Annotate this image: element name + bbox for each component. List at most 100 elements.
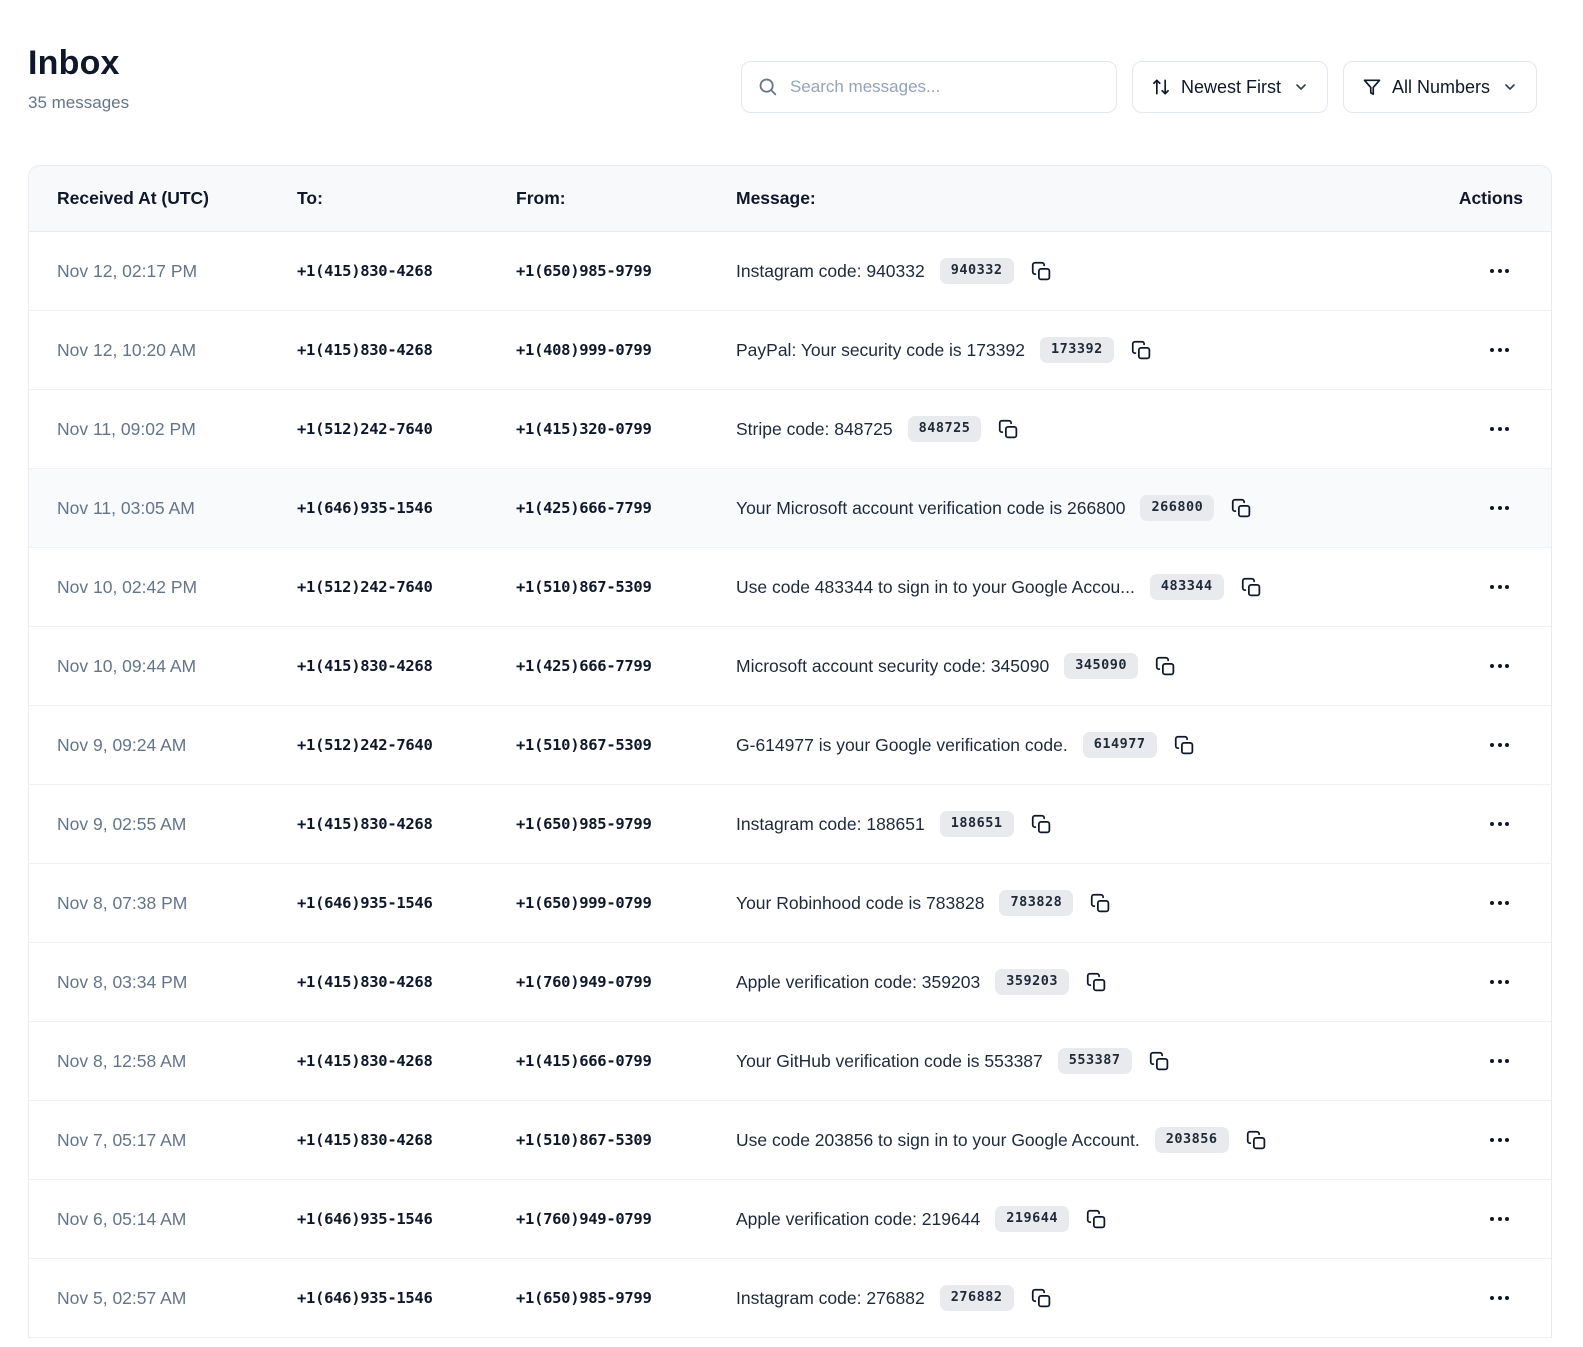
copy-code-button[interactable]: [1239, 575, 1264, 600]
message-count: 35 messages: [28, 93, 130, 112]
row-actions-button[interactable]: [1476, 1128, 1523, 1152]
message-text: Use code 203856 to sign in to your Googl…: [736, 1129, 1140, 1150]
message-cell: Instagram code: 188651 188651: [736, 811, 1443, 837]
copy-code-button[interactable]: [1172, 733, 1197, 758]
row-actions-button[interactable]: [1476, 1049, 1523, 1073]
from-number: +1(650)985-9799: [516, 815, 652, 833]
received-at: Nov 6, 05:14 AM: [57, 1208, 187, 1229]
to-number: +1(512)242-7640: [297, 736, 433, 754]
copy-code-button[interactable]: [1084, 1207, 1109, 1232]
message-cell: Apple verification code: 359203 359203: [736, 969, 1443, 995]
code-badge[interactable]: 553387: [1057, 1048, 1132, 1074]
message-text: PayPal: Your security code is 173392: [736, 339, 1025, 360]
received-at: Nov 8, 12:58 AM: [57, 1050, 187, 1071]
received-at: Nov 9, 02:55 AM: [57, 813, 187, 834]
actions-cell: [1443, 654, 1523, 678]
from-number: +1(510)867-5309: [516, 1131, 652, 1149]
copy-code-button[interactable]: [1244, 1128, 1269, 1153]
message-cell: Use code 483344 to sign in to your Googl…: [736, 574, 1443, 600]
actions-cell: [1443, 259, 1523, 283]
copy-icon: [1031, 261, 1050, 280]
to-number: +1(646)935-1546: [297, 1289, 433, 1307]
copy-code-button[interactable]: [996, 417, 1021, 442]
code-badge[interactable]: 345090: [1064, 653, 1139, 679]
row-actions-button[interactable]: [1476, 654, 1523, 678]
column-header-actions: Actions: [1458, 188, 1523, 208]
received-at: Nov 12, 10:20 AM: [57, 339, 197, 360]
table-row: Nov 5, 02:57 AM +1(646)935-1546 +1(650)9…: [29, 1259, 1551, 1338]
code-badge[interactable]: 848725: [907, 416, 982, 442]
chevron-down-icon: [1505, 84, 1515, 90]
copy-icon: [1174, 735, 1193, 754]
message-text: Instagram code: 276882: [736, 1287, 925, 1308]
message-cell: Use code 203856 to sign in to your Googl…: [736, 1127, 1443, 1153]
actions-cell: [1443, 1207, 1523, 1231]
received-at: Nov 9, 09:24 AM: [57, 734, 187, 755]
toolbar: Newest First All Numbers: [740, 61, 1537, 113]
copy-icon: [1232, 498, 1251, 517]
code-badge[interactable]: 483344: [1149, 574, 1224, 600]
received-at: Nov 11, 09:02 PM: [57, 418, 196, 439]
row-actions-button[interactable]: [1476, 812, 1523, 836]
message-text: Apple verification code: 359203: [736, 971, 981, 992]
copy-code-button[interactable]: [1229, 496, 1254, 521]
code-badge[interactable]: 940332: [939, 258, 1014, 284]
copy-code-button[interactable]: [1129, 338, 1154, 363]
from-number: +1(510)867-5309: [516, 578, 652, 596]
code-badge[interactable]: 614977: [1082, 732, 1157, 758]
copy-code-button[interactable]: [1029, 259, 1054, 284]
table-row: Nov 10, 02:42 PM +1(512)242-7640 +1(510)…: [29, 548, 1551, 627]
code-badge[interactable]: 188651: [939, 811, 1014, 837]
copy-icon: [1086, 972, 1106, 991]
received-at: Nov 5, 02:57 AM: [57, 1287, 187, 1308]
top-bar: Inbox 35 messages Newest First: [0, 0, 1583, 113]
row-actions-button[interactable]: [1476, 891, 1523, 915]
message-text: G-614977 is your Google verification cod…: [736, 734, 1068, 755]
message-text: Apple verification code: 219644: [736, 1208, 981, 1229]
code-badge[interactable]: 173392: [1039, 337, 1114, 363]
copy-code-button[interactable]: [1088, 891, 1113, 916]
code-badge[interactable]: 783828: [999, 890, 1074, 916]
messages-table: Received At (UTC) To: From: Message: Act…: [28, 165, 1552, 1338]
to-number: +1(646)935-1546: [297, 894, 433, 912]
from-number: +1(425)666-7799: [516, 499, 652, 517]
sort-button[interactable]: Newest First: [1131, 61, 1328, 113]
from-number: +1(425)666-7799: [516, 657, 652, 675]
copy-icon: [1091, 893, 1110, 912]
received-at: Nov 12, 02:17 PM: [57, 260, 198, 281]
copy-code-button[interactable]: [1029, 1286, 1054, 1311]
copy-code-button[interactable]: [1153, 654, 1178, 679]
row-actions-button[interactable]: [1476, 496, 1523, 520]
table-header-row: Received At (UTC) To: From: Message: Act…: [29, 166, 1551, 232]
filter-funnel-icon: [1363, 79, 1381, 95]
row-actions-button[interactable]: [1476, 338, 1523, 362]
number-filter-button[interactable]: All Numbers: [1342, 61, 1537, 113]
table-row: Nov 8, 07:38 PM +1(646)935-1546 +1(650)9…: [29, 864, 1551, 943]
copy-icon: [1131, 340, 1150, 359]
message-list: Nov 12, 02:17 PM +1(415)830-4268 +1(650)…: [29, 232, 1551, 1338]
row-actions-button[interactable]: [1476, 259, 1523, 283]
row-actions-button[interactable]: [1476, 1207, 1523, 1231]
row-actions-button[interactable]: [1476, 417, 1523, 441]
copy-icon: [1086, 1209, 1106, 1228]
to-number: +1(415)830-4268: [297, 815, 433, 833]
row-actions-button[interactable]: [1476, 575, 1523, 599]
copy-code-button[interactable]: [1147, 1049, 1172, 1074]
code-badge[interactable]: 359203: [995, 969, 1069, 995]
copy-code-button[interactable]: [1029, 812, 1054, 837]
code-badge[interactable]: 266800: [1140, 495, 1215, 521]
row-actions-button[interactable]: [1476, 733, 1523, 757]
title-block: Inbox 35 messages: [28, 44, 129, 113]
search-input[interactable]: [740, 61, 1117, 113]
copy-code-button[interactable]: [1084, 970, 1109, 995]
to-number: +1(646)935-1546: [297, 1210, 433, 1228]
code-badge[interactable]: 276882: [939, 1285, 1014, 1311]
from-number: +1(510)867-5309: [516, 736, 652, 754]
row-actions-button[interactable]: [1476, 970, 1523, 994]
code-badge[interactable]: 203856: [1154, 1127, 1229, 1153]
table-row: Nov 10, 09:44 AM +1(415)830-4268 +1(425)…: [29, 627, 1551, 706]
code-badge[interactable]: 219644: [995, 1206, 1069, 1232]
row-actions-button[interactable]: [1476, 1286, 1523, 1310]
actions-cell: [1443, 1128, 1523, 1152]
